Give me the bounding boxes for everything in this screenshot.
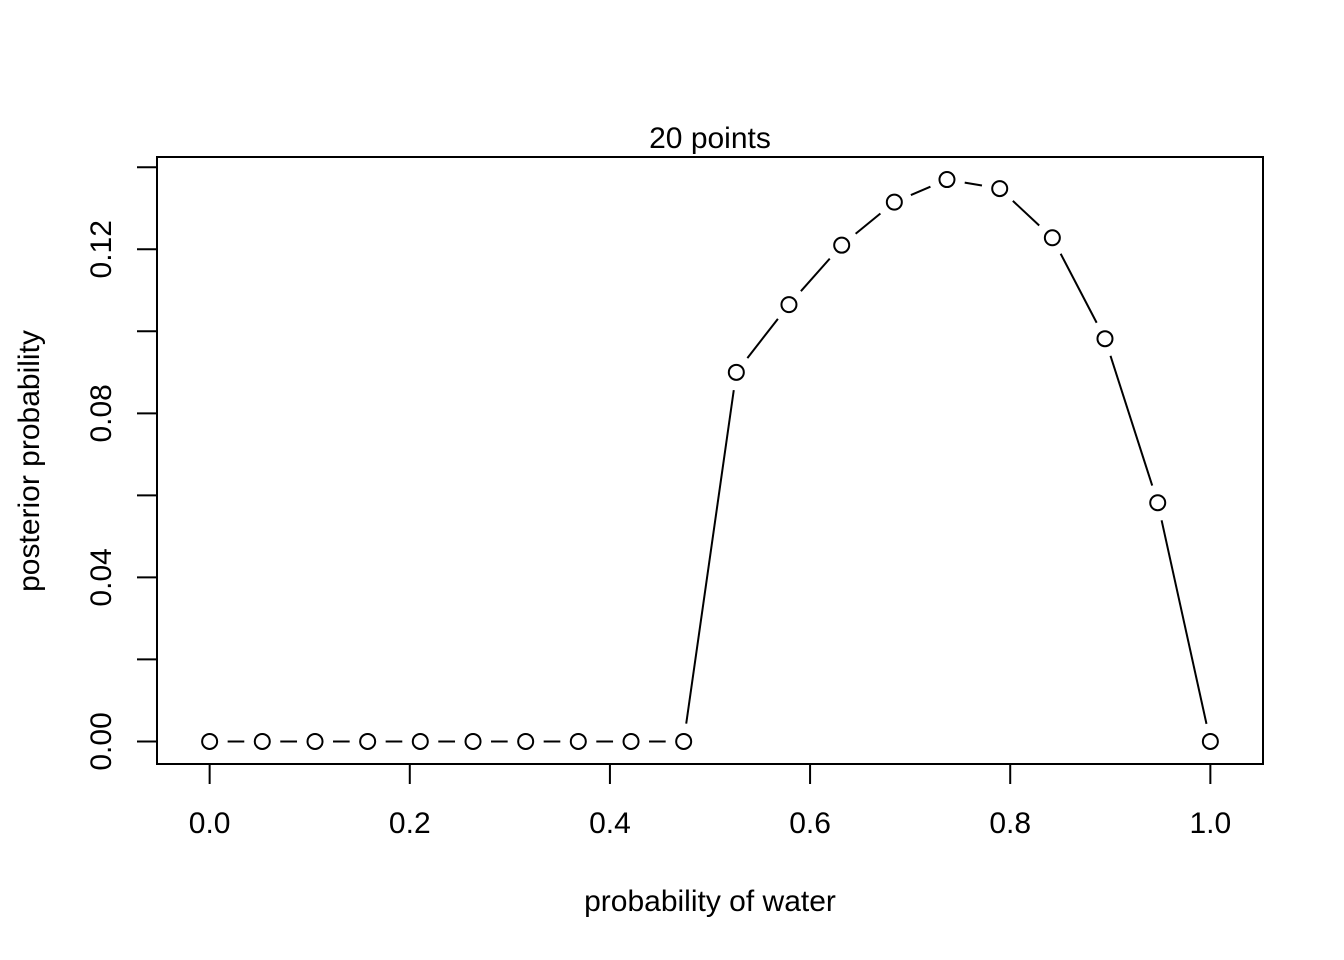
- data-point: [991, 180, 1009, 198]
- data-point: [569, 732, 587, 750]
- data-point: [1043, 229, 1061, 247]
- data-point: [938, 171, 956, 189]
- data-point: [622, 732, 640, 750]
- data-point: [885, 193, 903, 211]
- series-segment: [1059, 253, 1098, 324]
- series-segment: [854, 212, 882, 235]
- series-segment: [1012, 200, 1040, 227]
- series-segment: [910, 185, 931, 196]
- data-point: [464, 732, 482, 750]
- x-axis: 0.0 0.2 0.4 0.6 0.8 1.0: [189, 763, 1232, 840]
- x-tick-label: 1.0: [1190, 807, 1232, 840]
- y-tick-label: 0.04: [85, 548, 118, 606]
- data-point: [359, 732, 377, 750]
- y-tick-label: 0.00: [85, 712, 118, 770]
- data-point: [727, 363, 745, 381]
- y-tick-label: 0.12: [85, 220, 118, 278]
- series-segment: [685, 389, 735, 724]
- x-tick-label: 0.6: [789, 807, 831, 840]
- data-point: [306, 732, 324, 750]
- series-segment: [746, 318, 779, 359]
- series-segment: [800, 257, 831, 292]
- y-axis: 0.00 0.04 0.08 0.12: [85, 166, 158, 771]
- data-point: [1149, 494, 1167, 512]
- y-tick-label: 0.08: [85, 384, 118, 442]
- x-tick-label: 0.0: [189, 807, 231, 840]
- data-point: [833, 236, 851, 254]
- x-tick-label: 0.4: [589, 807, 631, 840]
- plot-frame: [156, 156, 1264, 765]
- data-point: [780, 296, 798, 314]
- series-segment: [964, 181, 983, 187]
- series-lines: [227, 181, 1208, 743]
- data-point: [675, 732, 693, 750]
- data-point: [517, 732, 535, 750]
- series-segment: [1109, 355, 1154, 486]
- x-axis-label: probability of water: [584, 885, 836, 918]
- y-axis-label: posterior probability: [13, 330, 46, 592]
- x-tick-label: 0.8: [989, 807, 1031, 840]
- data-point: [201, 732, 219, 750]
- series-points: [201, 171, 1219, 750]
- data-point: [411, 732, 429, 750]
- data-point: [253, 732, 271, 750]
- chart-title: 20 points: [649, 122, 771, 155]
- data-point: [1201, 732, 1219, 750]
- data-point: [1096, 330, 1114, 348]
- series-segment: [1160, 520, 1208, 725]
- x-tick-label: 0.2: [389, 807, 431, 840]
